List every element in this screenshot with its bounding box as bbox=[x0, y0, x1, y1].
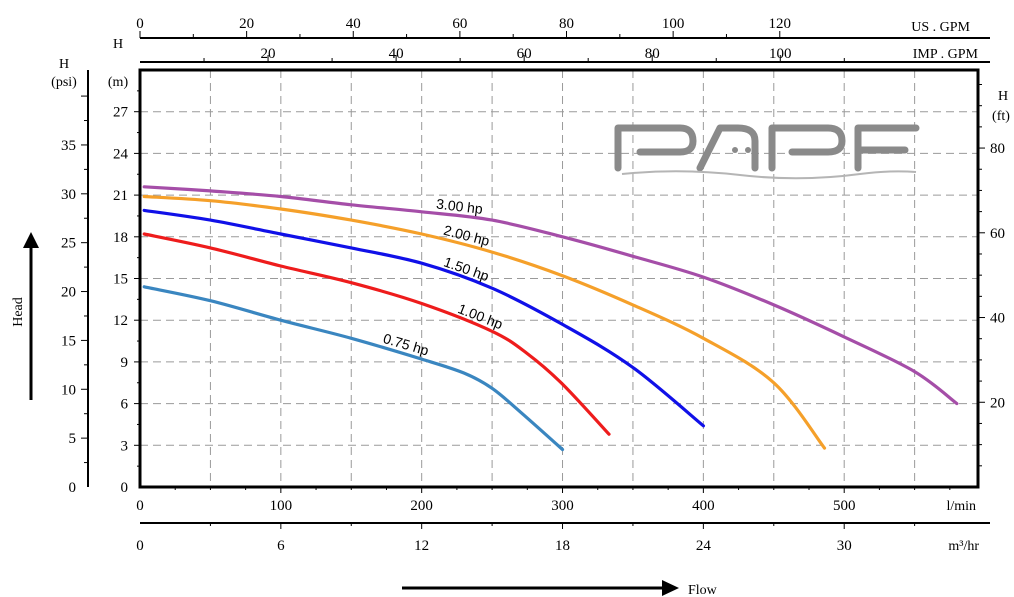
lpm-tick-label: 300 bbox=[551, 498, 574, 514]
curve-1-00-hp bbox=[142, 232, 611, 436]
papf-logo-glyphs bbox=[614, 124, 920, 172]
logo-wave bbox=[621, 170, 917, 180]
lpm-axis-label: l/min bbox=[946, 499, 976, 514]
flow-axis-title: Flow bbox=[688, 583, 718, 597]
curve-0-75-hp bbox=[142, 285, 565, 452]
m3hr-tick-label: 12 bbox=[414, 538, 429, 554]
m3hr-tick-label: 6 bbox=[277, 538, 285, 554]
lpm-tick-label: 400 bbox=[692, 498, 715, 514]
curve-label-3-00-hp: 3.00 hp bbox=[435, 196, 483, 217]
logo-letter-a bbox=[696, 124, 759, 172]
imp-gpm-tick-label: 20 bbox=[261, 46, 276, 62]
psi-tick-label: 20 bbox=[61, 285, 76, 301]
imp-gpm-tick-label: 60 bbox=[517, 46, 532, 62]
m-tick-label: 21 bbox=[113, 188, 128, 204]
us-gpm-tick-label: 100 bbox=[662, 16, 685, 32]
lpm-tick-label: 0 bbox=[136, 498, 144, 514]
us-gpm-axis-label: US . GPM bbox=[911, 20, 970, 35]
imp-gpm-tick-label: 40 bbox=[389, 46, 404, 62]
m-tick-label: 6 bbox=[121, 397, 129, 413]
m3hr-axis-label: m³/hr bbox=[948, 539, 979, 554]
head-axis-title: Head bbox=[11, 297, 26, 327]
imp-gpm-axis-label: IMP . GPM bbox=[913, 47, 979, 62]
curve-1-50-hp bbox=[142, 208, 705, 428]
m-axis-label-h: H bbox=[113, 37, 123, 52]
grid bbox=[140, 70, 978, 487]
imp-gpm-tick-label: 80 bbox=[645, 46, 660, 62]
logo-dot-right bbox=[745, 147, 751, 153]
m3hr-tick-label: 24 bbox=[696, 538, 712, 554]
us-gpm-tick-label: 60 bbox=[452, 16, 467, 32]
psi-tick-label: 0 bbox=[69, 480, 77, 496]
imp-gpm-tick-label: 100 bbox=[769, 46, 792, 62]
us-gpm-tick-label: 40 bbox=[346, 16, 361, 32]
lpm-tick-label: 100 bbox=[270, 498, 293, 514]
psi-tick-label: 15 bbox=[61, 333, 76, 349]
m3hr-tick-label: 0 bbox=[136, 538, 144, 554]
ft-axis-label-h: H bbox=[998, 89, 1008, 104]
m3hr-tick-label: 30 bbox=[837, 538, 852, 554]
psi-tick-label: 5 bbox=[69, 431, 77, 447]
m-tick-label: 27 bbox=[113, 105, 129, 121]
m3hr-tick-label: 18 bbox=[555, 538, 570, 554]
psi-tick-label: 30 bbox=[61, 187, 76, 203]
ft-tick-label: 60 bbox=[990, 226, 1005, 242]
us-gpm-tick-label: 80 bbox=[559, 16, 574, 32]
logo-letter-p2 bbox=[768, 124, 846, 172]
lpm-tick-label: 500 bbox=[833, 498, 856, 514]
curve-label-1-50-hp: 1.50 hp bbox=[442, 253, 492, 284]
flow-arrow-head bbox=[662, 580, 679, 596]
psi-tick-label: 25 bbox=[61, 236, 76, 252]
axis-arrows: Head Flow bbox=[11, 232, 718, 597]
psi-axis-label-h: H bbox=[59, 57, 69, 72]
lpm-tick-label: 200 bbox=[410, 498, 433, 514]
performance-curves bbox=[142, 185, 959, 452]
m-tick-label: 3 bbox=[121, 438, 129, 454]
m-axis-label-unit: (m) bbox=[108, 75, 129, 90]
m-tick-label: 18 bbox=[113, 230, 128, 246]
ft-tick-label: 40 bbox=[990, 311, 1005, 327]
papf-logo bbox=[614, 124, 920, 180]
ft-axis-label-unit: (ft) bbox=[992, 109, 1010, 124]
psi-tick-label: 35 bbox=[61, 138, 76, 154]
ft-tick-label: 20 bbox=[990, 395, 1005, 411]
curve-2-00-hp bbox=[142, 194, 827, 450]
psi-tick-label: 10 bbox=[61, 382, 76, 398]
m-tick-label: 24 bbox=[113, 146, 129, 162]
head-arrow-head bbox=[23, 232, 39, 248]
us-gpm-tick-label: 0 bbox=[136, 16, 144, 32]
ft-tick-label: 80 bbox=[990, 141, 1005, 157]
psi-axis-label-unit: (psi) bbox=[51, 75, 77, 90]
curve-3-00-hp bbox=[142, 185, 959, 406]
m-tick-label: 0 bbox=[121, 480, 129, 496]
logo-letter-p1 bbox=[614, 124, 697, 172]
us-gpm-tick-label: 20 bbox=[239, 16, 254, 32]
m-tick-label: 12 bbox=[113, 313, 128, 329]
m-tick-label: 15 bbox=[113, 272, 128, 288]
logo-dot-left bbox=[732, 147, 738, 153]
m-tick-label: 9 bbox=[121, 355, 129, 371]
logo-letter-f bbox=[854, 124, 920, 172]
us-gpm-tick-label: 120 bbox=[769, 16, 792, 32]
